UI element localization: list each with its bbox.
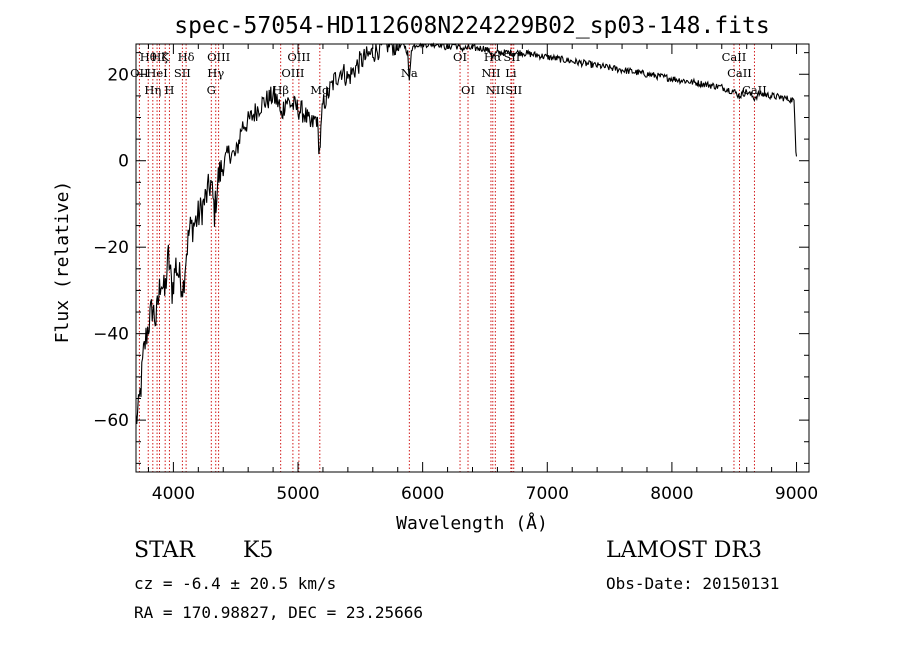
plot-frame	[135, 43, 810, 473]
line-marker-label: SII	[174, 66, 191, 80]
axis-ticks: 4000 5000 6000 7000 8000 9000 −60 −40 −20 0 20	[93, 44, 818, 504]
object-class: STAR	[134, 538, 195, 563]
line-marker-label: OIII	[287, 50, 310, 64]
redshift-velocity: cz = -6.4 ± 20.5 km/s	[134, 574, 337, 593]
line-marker-label: CaII	[722, 50, 747, 64]
line-marker-label: NII	[481, 66, 500, 80]
survey-name: LAMOST DR3	[606, 538, 762, 563]
line-marker-label: CaII	[727, 66, 752, 80]
line-marker-label: OII	[130, 66, 149, 80]
line-marker-label: Li	[505, 66, 517, 80]
line-marker-label: OIII	[207, 50, 230, 64]
object-subclass: K5	[243, 538, 274, 563]
y-tick-label: −40	[93, 325, 129, 345]
line-marker-label: Hγ	[207, 66, 224, 80]
y-axis-label: Flux (relative)	[52, 181, 73, 344]
line-marker-label: Hη	[144, 83, 161, 97]
x-tick-label: 8000	[650, 484, 693, 504]
y-tick-label: 0	[118, 152, 129, 172]
line-marker-label: Hδ	[178, 50, 195, 64]
chart-title: spec-57054-HD112608N224229B02_sp03-148.f…	[174, 13, 769, 39]
observation-date: Obs-Date: 20150131	[606, 574, 780, 593]
line-marker-label: G	[207, 83, 216, 97]
x-tick-label: 5000	[276, 484, 319, 504]
line-markers	[138, 44, 755, 472]
line-marker-label: SII	[505, 83, 522, 97]
line-marker-label: OIII	[281, 66, 304, 80]
line-marker-label: Hζ	[151, 50, 167, 64]
line-marker-label: Hβ	[272, 83, 289, 97]
x-tick-label: 7000	[526, 484, 569, 504]
line-marker-label: NII	[486, 83, 505, 97]
line-marker-label: Hθ	[140, 50, 157, 64]
x-axis-label: Wavelength (Å)	[396, 512, 548, 534]
x-tick-label: 4000	[152, 484, 195, 504]
line-marker-label: Mg	[310, 83, 330, 97]
line-marker-label: K	[161, 50, 170, 64]
line-marker-label: OI	[453, 50, 467, 64]
x-tick-label: 9000	[775, 484, 818, 504]
line-marker-label: OI	[461, 83, 475, 97]
x-tick-label: 6000	[401, 484, 444, 504]
y-tick-label: −20	[93, 238, 129, 258]
line-marker-label: HeI	[146, 66, 167, 80]
sky-coordinates: RA = 170.98827, DEC = 23.25666	[134, 603, 423, 622]
line-marker-labels: OIIHθHηHeIHζKHSIIHδGHγOIIIHβOIIIOIIIMgNa…	[130, 50, 767, 97]
y-tick-label: 20	[107, 65, 129, 85]
y-tick-label: −60	[93, 411, 129, 431]
spectrum-series-line	[135, 42, 798, 425]
line-marker-label: H	[164, 83, 174, 97]
